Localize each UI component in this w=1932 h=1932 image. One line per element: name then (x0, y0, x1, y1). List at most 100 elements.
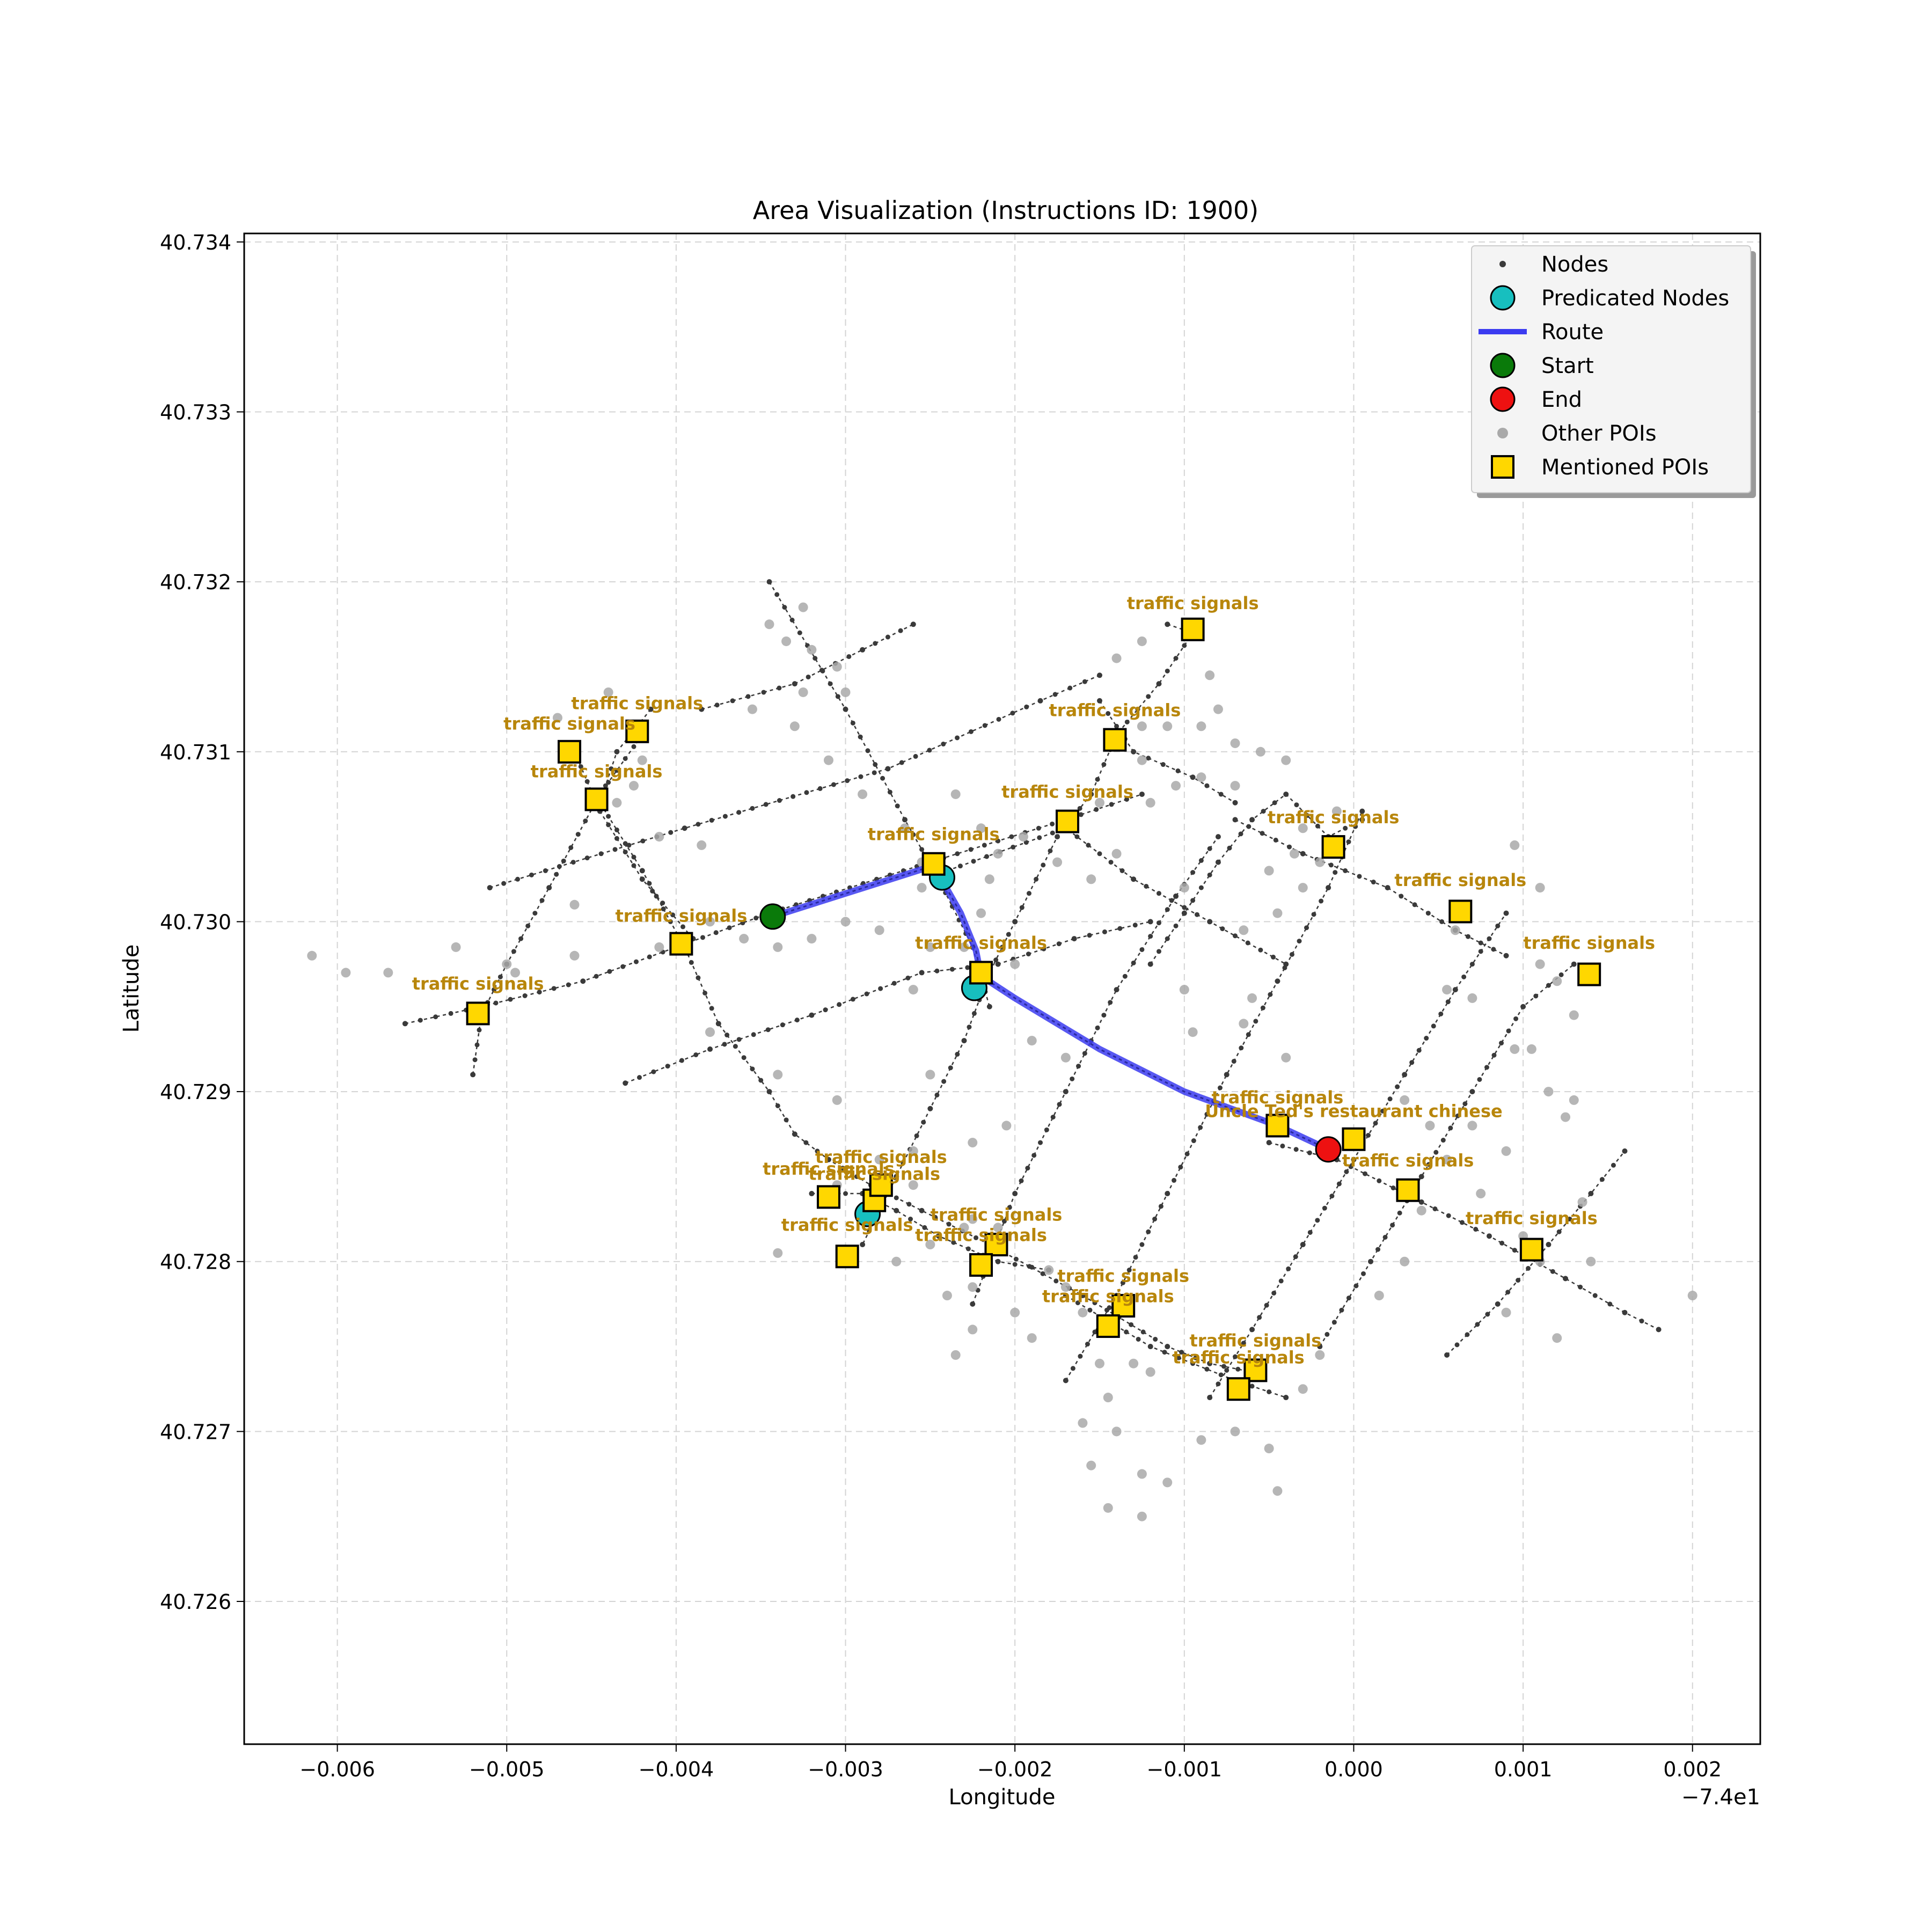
poi-label: traffic signals (931, 1205, 1063, 1225)
node (1503, 910, 1509, 916)
node (1307, 1230, 1313, 1235)
x-axis-label: Longitude (949, 1785, 1056, 1810)
node (1346, 839, 1351, 845)
node (714, 702, 720, 708)
node (584, 779, 590, 784)
start-marker (759, 903, 786, 930)
other-poi (1467, 1121, 1477, 1131)
node (1097, 851, 1102, 857)
node (813, 656, 818, 661)
node (1080, 1293, 1086, 1299)
node (1024, 704, 1029, 709)
node (1293, 1254, 1298, 1260)
poi-label: traffic signals (1049, 700, 1181, 720)
node (1499, 1240, 1505, 1246)
other-poi (968, 1214, 978, 1224)
node (623, 841, 628, 846)
node (1246, 824, 1252, 829)
node (1283, 791, 1289, 797)
node (789, 617, 795, 623)
node (906, 1202, 912, 1207)
node (529, 872, 534, 877)
node (955, 1051, 960, 1057)
node (1232, 817, 1238, 823)
node (1139, 1242, 1145, 1247)
node (1495, 923, 1501, 928)
node (1375, 1247, 1381, 1252)
poi-label: traffic signals (1466, 1208, 1598, 1228)
node (1448, 1125, 1453, 1131)
node (1485, 1312, 1490, 1317)
other-poi (697, 840, 707, 850)
other-poi (1315, 1350, 1325, 1360)
node (679, 1058, 684, 1063)
node (487, 885, 493, 891)
node (680, 924, 686, 930)
other-poi (1510, 1044, 1520, 1054)
node (1359, 808, 1365, 814)
mentioned-poi (1448, 899, 1473, 924)
node (809, 1012, 815, 1018)
node (1156, 891, 1161, 896)
node (1204, 1366, 1210, 1372)
node (860, 1242, 866, 1248)
other-poi (1239, 1019, 1249, 1029)
node (594, 974, 599, 979)
node (709, 817, 714, 823)
node (911, 832, 916, 837)
node (1459, 1220, 1465, 1225)
node (647, 954, 652, 960)
other-poi (612, 797, 622, 808)
node (1063, 1089, 1069, 1095)
node (1218, 1372, 1224, 1378)
node (631, 854, 636, 860)
other-poi (1060, 1052, 1071, 1063)
node (1487, 936, 1492, 941)
node (1426, 1162, 1431, 1167)
node (570, 860, 576, 865)
node (750, 1066, 755, 1072)
node (525, 923, 531, 928)
node (1473, 1227, 1479, 1232)
other-poi (900, 823, 910, 833)
other-poi (1400, 1256, 1410, 1267)
mentioned-poi (669, 932, 693, 956)
mentioned-poi (1396, 1178, 1420, 1202)
node (1067, 685, 1073, 691)
node (689, 960, 694, 965)
legend-start-icon (1490, 353, 1516, 378)
node (1397, 1210, 1402, 1216)
node (1126, 1268, 1132, 1273)
other-poi (976, 823, 986, 833)
other-pois (307, 602, 1697, 1521)
node (724, 1033, 730, 1038)
other-poi (1086, 874, 1096, 884)
node (614, 749, 620, 755)
node (661, 906, 666, 912)
poi-label: traffic signals (1127, 593, 1259, 613)
node (554, 872, 559, 877)
node (1204, 1111, 1210, 1117)
mentioned-poi (625, 719, 649, 743)
node (702, 990, 708, 996)
other-poi (1196, 1435, 1206, 1445)
node (1048, 848, 1053, 853)
plot-frame (243, 232, 1761, 1745)
node (607, 969, 612, 974)
node (1156, 681, 1162, 687)
node (919, 847, 925, 852)
y-tick-label: 40.730 (160, 910, 231, 934)
node (736, 810, 742, 815)
node (1418, 1199, 1424, 1205)
node (934, 1092, 940, 1097)
node (1181, 910, 1187, 916)
node (1491, 947, 1496, 952)
other-poi (908, 1180, 918, 1190)
node (1087, 933, 1092, 938)
node (894, 1208, 899, 1213)
node (1315, 1218, 1320, 1223)
street-edge (472, 734, 643, 1075)
node (761, 690, 766, 695)
poi-label: traffic signals (1042, 1286, 1174, 1307)
node (782, 605, 787, 610)
